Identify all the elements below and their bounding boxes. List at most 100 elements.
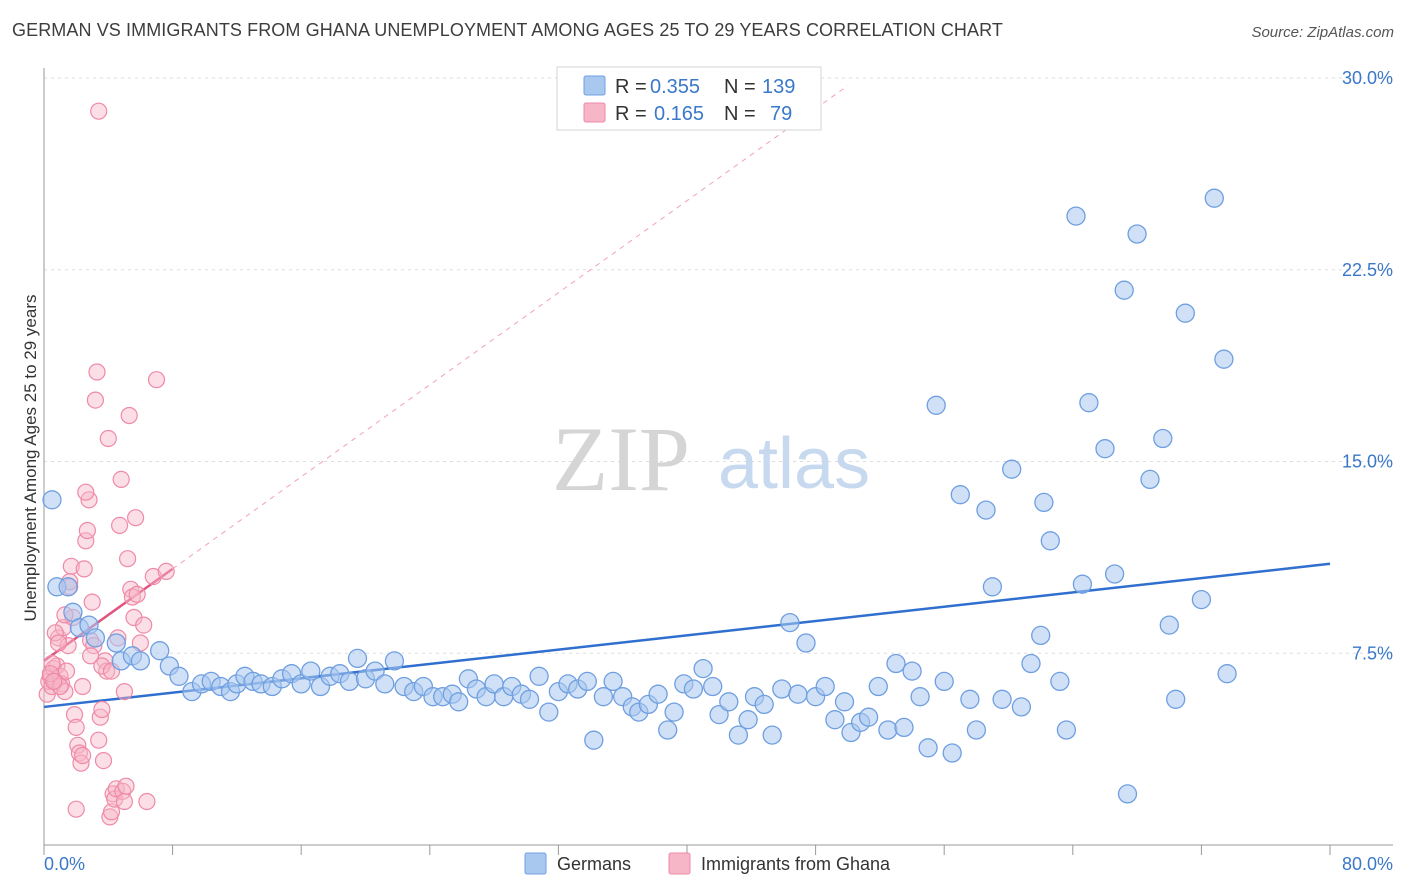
ghana-point-77 bbox=[90, 102, 108, 120]
bottom-legend-label-germans: Germans bbox=[557, 854, 631, 874]
germans-point-123 bbox=[1153, 428, 1173, 449]
germans-point-112 bbox=[1050, 671, 1070, 692]
germans-point-67 bbox=[664, 702, 684, 722]
germans-point-103 bbox=[976, 500, 996, 520]
ghana-point-35 bbox=[94, 751, 113, 770]
germans-point-106 bbox=[1002, 459, 1022, 479]
ghana-point-13 bbox=[59, 636, 77, 655]
germans-point-60 bbox=[603, 671, 623, 692]
germans-point-101 bbox=[960, 689, 980, 709]
germans-point-66 bbox=[658, 720, 678, 740]
ghana-point-34 bbox=[93, 700, 111, 719]
germans-point-78 bbox=[762, 725, 782, 745]
ghana-point-17 bbox=[65, 705, 84, 724]
series-legend: Germans Immigrants from Ghana bbox=[524, 852, 891, 875]
ghana-point-63 bbox=[67, 800, 85, 818]
germans-point-11 bbox=[150, 641, 170, 661]
legend-swatch-germans bbox=[583, 75, 606, 96]
germans-point-84 bbox=[815, 676, 835, 697]
ghana-point-65 bbox=[46, 624, 64, 642]
germans-point-93 bbox=[894, 717, 914, 738]
germans-point-117 bbox=[1095, 439, 1115, 459]
ghana-point-56 bbox=[128, 585, 146, 604]
ghana-point-49 bbox=[117, 777, 135, 795]
ghana-point-45 bbox=[110, 516, 129, 535]
germans-point-115 bbox=[1072, 574, 1093, 594]
ghana-point-69 bbox=[81, 647, 100, 665]
germans-point-104 bbox=[982, 577, 1003, 597]
germans-point-95 bbox=[910, 687, 930, 707]
bottom-legend-label-ghana: Immigrants from Ghana bbox=[701, 854, 891, 874]
germans-point-119 bbox=[1114, 280, 1134, 300]
ghana-point-46 bbox=[112, 470, 130, 488]
germans-point-90 bbox=[868, 676, 888, 697]
ghana-point-23 bbox=[75, 560, 93, 578]
ghana-point-32 bbox=[90, 731, 108, 749]
ghana-point-61 bbox=[147, 371, 166, 389]
y-tick-label-1: 15.0% bbox=[1342, 452, 1393, 472]
ghana-point-22 bbox=[73, 677, 92, 696]
germans-point-118 bbox=[1104, 564, 1125, 584]
germans-point-6 bbox=[85, 628, 106, 648]
germans-point-36 bbox=[384, 651, 405, 671]
germans-point-102 bbox=[966, 720, 987, 740]
x-tick-label-min: 0.0% bbox=[44, 854, 85, 874]
ghana-point-62 bbox=[157, 562, 175, 581]
germans-point-31 bbox=[339, 671, 360, 692]
germans-point-98 bbox=[934, 671, 954, 692]
legend-n-label-germans: N = bbox=[724, 76, 756, 98]
germans-point-43 bbox=[449, 692, 469, 712]
ghana-point-74 bbox=[77, 483, 95, 501]
germans-point-114 bbox=[1066, 206, 1086, 226]
germans-point-85 bbox=[825, 710, 845, 730]
germans-point-70 bbox=[693, 658, 713, 679]
ghana-point-68 bbox=[73, 746, 92, 765]
germans-point-10 bbox=[130, 651, 151, 671]
ghana-point-38 bbox=[99, 429, 117, 448]
germans-point-81 bbox=[788, 684, 808, 704]
watermark-zip: ZIP bbox=[552, 408, 690, 510]
chart-title: GERMAN VS IMMIGRANTS FROM GHANA UNEMPLOY… bbox=[12, 20, 1003, 40]
germans-point-125 bbox=[1166, 689, 1186, 709]
germans-point-51 bbox=[519, 689, 540, 709]
ghana-point-51 bbox=[120, 406, 138, 425]
ghana-point-31 bbox=[88, 363, 106, 381]
legend-swatch-ghana bbox=[583, 102, 606, 123]
germans-point-129 bbox=[1214, 349, 1234, 369]
ghana-point-40 bbox=[102, 803, 121, 821]
germans-point-111 bbox=[1040, 531, 1060, 551]
ghana-point-55 bbox=[127, 509, 145, 527]
germans-point-86 bbox=[834, 692, 855, 712]
trend-line-ghana-extension bbox=[172, 85, 849, 570]
ghana-point-30 bbox=[86, 391, 105, 409]
y-tick-label-2: 22.5% bbox=[1342, 260, 1393, 280]
y-tick-label-3: 30.0% bbox=[1342, 68, 1393, 88]
legend-r-label-ghana: R = bbox=[615, 103, 647, 125]
germans-point-91 bbox=[878, 720, 898, 740]
series-germans-points bbox=[42, 188, 1237, 804]
germans-point-75 bbox=[738, 710, 758, 730]
germans-point-59 bbox=[593, 687, 614, 707]
ghana-point-76 bbox=[115, 682, 134, 701]
ghana-point-12 bbox=[57, 662, 76, 680]
legend-r-label-germans: R = bbox=[615, 76, 647, 98]
correlation-legend: R = 0.355 N = 139 R = 0.165 N = 79 bbox=[556, 66, 822, 131]
germans-point-108 bbox=[1021, 653, 1041, 674]
legend-r-value-ghana: 0.165 bbox=[654, 103, 704, 125]
germans-point-122 bbox=[1140, 469, 1160, 490]
ghana-point-58 bbox=[135, 616, 153, 634]
germans-point-73 bbox=[719, 692, 739, 712]
germans-point-109 bbox=[1031, 625, 1051, 646]
germans-point-94 bbox=[902, 661, 922, 681]
watermark-atlas: atlas bbox=[718, 424, 870, 504]
germans-point-72 bbox=[709, 704, 729, 725]
legend-r-value-germans: 0.355 bbox=[650, 76, 700, 98]
legend-n-value-ghana: 79 bbox=[770, 103, 792, 125]
germans-point-126 bbox=[1175, 303, 1195, 323]
germans-point-77 bbox=[754, 694, 774, 715]
x-tick-label-max: 80.0% bbox=[1342, 854, 1393, 874]
ghana-point-11 bbox=[56, 682, 74, 701]
germans-point-96 bbox=[918, 738, 938, 758]
ghana-point-18 bbox=[67, 718, 85, 737]
y-tick-labels: 7.5% 15.0% 22.5% 30.0% bbox=[1342, 68, 1393, 663]
